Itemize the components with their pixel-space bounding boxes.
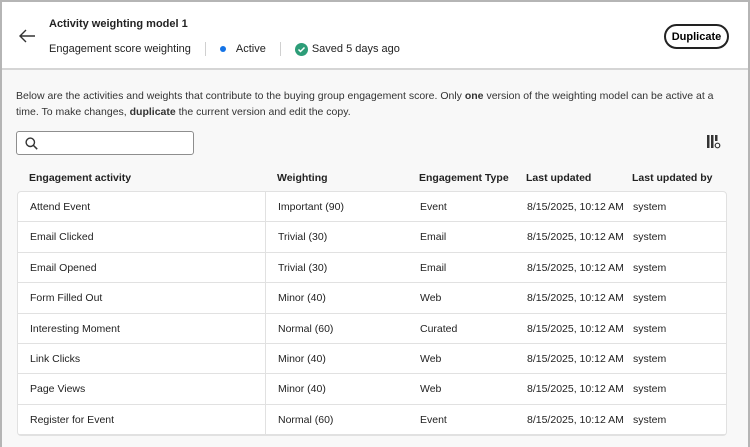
table-cell: Important (90): [278, 201, 344, 213]
table-cell: system: [633, 231, 667, 244]
table-cell: Email: [420, 231, 447, 244]
column-header[interactable]: Engagement Type: [419, 172, 509, 184]
table-cell: system: [633, 383, 667, 396]
checkmark-icon: [294, 42, 308, 56]
table-cell: Email Clicked: [30, 231, 94, 244]
saved-status: Saved 5 days ago: [311, 43, 400, 55]
table-row[interactable]: Email Clicked Trivial (30) Email 8/15/2025,…: [18, 222, 726, 253]
table-cell: 8/15/2025, 10:12 AM: [527, 352, 624, 365]
desc-text: Below are the activities and weights tha…: [16, 90, 465, 102]
column-settings-icon[interactable]: [707, 135, 721, 149]
table-cell: Form Filled Out: [30, 292, 103, 305]
table-header: Engagement activity Weighting Engagement…: [17, 162, 727, 191]
status-badge: Active: [235, 43, 266, 55]
table-cell: Normal (60): [278, 322, 334, 335]
table-cell: Link Clicks: [30, 352, 81, 365]
table-cell: system: [633, 413, 667, 426]
table-row[interactable]: Form Filled Out Minor (40) Web 8/15/2025, 1…: [18, 283, 726, 314]
page-title: Activity weighting model 1: [49, 18, 188, 30]
table-cell: Web: [420, 292, 442, 305]
table-cell: Email: [420, 261, 447, 274]
table-row[interactable]: Register for Event Normal (60) Event 8/15/2…: [18, 405, 726, 436]
desc-bold: duplicate: [129, 106, 176, 118]
column-header[interactable]: Last updated: [526, 172, 592, 184]
table-cell: Web: [420, 352, 442, 365]
table-cell: Trivial (30): [278, 231, 328, 244]
table-cell: Interesting Moment: [30, 322, 120, 335]
table-body: Attend Event Important (90) Event 8/15/2025…: [17, 191, 727, 437]
table-cell: system: [633, 261, 667, 274]
table-row[interactable]: Interesting Moment Normal (60) Curated 8/15…: [18, 314, 726, 344]
table-cell: Page Views: [30, 383, 86, 396]
table-cell: Trivial (30): [278, 261, 328, 274]
search-input[interactable]: [43, 136, 188, 148]
page-header: Activity weighting model 1 Engagement sc…: [2, 2, 748, 70]
table-cell: system: [633, 292, 667, 305]
table-cell: Minor (40): [278, 383, 326, 396]
table-cell: 8/15/2025, 10:12 AM: [527, 413, 624, 426]
table-row[interactable]: Email Opened Trivial (30) Email 8/15/2025, …: [18, 253, 726, 284]
search-field[interactable]: [16, 131, 194, 155]
description: Below are the activities and weights tha…: [16, 88, 726, 120]
table-cell: 8/15/2025, 10:12 AM: [527, 261, 624, 274]
table-cell: 8/15/2025, 10:12 AM: [527, 322, 624, 335]
table-cell: Attend Event: [30, 201, 91, 213]
table-cell: Minor (40): [278, 292, 326, 305]
desc-text: the current version and edit the copy.: [175, 106, 351, 118]
search-icon: [25, 137, 38, 150]
table-cell: system: [633, 322, 667, 335]
status-dot-icon: [219, 46, 226, 52]
table-row[interactable]: Page Views Minor (40) Web 8/15/2025, 10:12 …: [18, 374, 726, 405]
divider: [279, 42, 281, 56]
back-arrow-icon[interactable]: [18, 28, 36, 44]
table-cell: 8/15/2025, 10:12 AM: [527, 383, 624, 396]
table-cell: Event: [420, 413, 447, 426]
table-cell: Event: [420, 201, 447, 213]
table-cell: system: [633, 352, 667, 365]
table-cell: 8/15/2025, 10:12 AM: [527, 231, 624, 244]
table-cell: Register for Event: [30, 413, 115, 426]
column-divider: [265, 192, 266, 436]
table-cell: Curated: [420, 322, 458, 335]
desc-text: version of the weighting model can be ac…: [16, 90, 714, 118]
table-cell: Web: [420, 383, 442, 396]
table-cell: Email Opened: [30, 261, 97, 274]
duplicate-button[interactable]: Duplicate: [664, 24, 729, 49]
table-cell: Minor (40): [278, 352, 326, 365]
desc-bold: one: [464, 90, 484, 102]
table-cell: Normal (60): [278, 413, 334, 426]
table-cell: 8/15/2025, 10:12 AM: [527, 201, 624, 213]
column-header[interactable]: Engagement activity: [29, 172, 132, 184]
header-meta: Engagement score weighting Active Saved …: [49, 42, 400, 56]
column-header[interactable]: Weighting: [277, 172, 328, 184]
table-row[interactable]: Link Clicks Minor (40) Web 8/15/2025, 10:12…: [18, 344, 726, 375]
column-header[interactable]: Last updated by: [632, 172, 713, 184]
model-type: Engagement score weighting: [49, 43, 191, 55]
table-cell: 8/15/2025, 10:12 AM: [527, 292, 624, 305]
table-cell: system: [633, 201, 667, 213]
divider: [204, 42, 206, 56]
table-row[interactable]: Attend Event Important (90) Event 8/15/2025…: [18, 192, 726, 223]
